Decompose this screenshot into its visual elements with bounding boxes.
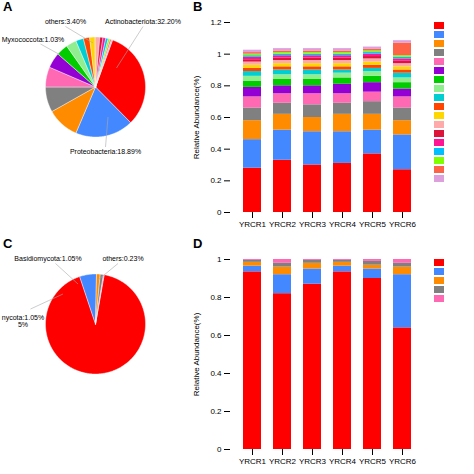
svg-text:YRCR1: YRCR1 bbox=[239, 457, 267, 466]
svg-text:YRCR5: YRCR5 bbox=[359, 220, 387, 229]
svg-text:Relative Abundance(%): Relative Abundance(%) bbox=[192, 312, 201, 396]
html-text:D: D bbox=[193, 236, 203, 251]
html-text:A: A bbox=[3, 0, 13, 14]
svg-text:others:3.40%: others:3.40% bbox=[45, 18, 86, 25]
svg-text:Relative Abundance(%): Relative Abundance(%) bbox=[192, 75, 201, 159]
svg-text:YRCR6: YRCR6 bbox=[389, 220, 417, 229]
html-text:B: B bbox=[193, 0, 203, 14]
svg-text:0.6: 0.6 bbox=[210, 331, 222, 340]
svg-text:Myxococcota:1.03%: Myxococcota:1.03% bbox=[2, 36, 65, 44]
svg-text:YRCR4: YRCR4 bbox=[329, 220, 357, 229]
svg-text:0: 0 bbox=[217, 208, 222, 217]
svg-text:YRCR2: YRCR2 bbox=[269, 457, 297, 466]
svg-text:0.4: 0.4 bbox=[210, 145, 222, 154]
svg-text:YRCR5: YRCR5 bbox=[359, 457, 387, 466]
svg-text:Basidiomycota:1.05%: Basidiomycota:1.05% bbox=[14, 255, 81, 263]
svg-text:0.8: 0.8 bbox=[210, 81, 222, 90]
svg-text:1: 1 bbox=[217, 50, 222, 59]
svg-text:0.6: 0.6 bbox=[210, 113, 222, 122]
svg-text:YRCR6: YRCR6 bbox=[389, 457, 417, 466]
svg-text:0.8: 0.8 bbox=[210, 293, 222, 302]
svg-text:YRCR1: YRCR1 bbox=[239, 220, 267, 229]
svg-text:0: 0 bbox=[217, 445, 222, 454]
svg-text:YRCR2: YRCR2 bbox=[269, 220, 297, 229]
svg-text:YRCR4: YRCR4 bbox=[329, 457, 357, 466]
svg-text:1.2: 1.2 bbox=[210, 18, 222, 27]
svg-text:1: 1 bbox=[217, 255, 222, 264]
html-text:C: C bbox=[3, 236, 13, 251]
svg-text:YRCR3: YRCR3 bbox=[299, 220, 327, 229]
svg-text:Proteobacteria:18.89%: Proteobacteria:18.89% bbox=[70, 148, 141, 155]
svg-text:0.4: 0.4 bbox=[210, 369, 222, 378]
svg-text:others:0.23%: others:0.23% bbox=[102, 255, 143, 262]
svg-text:nycota:1.05%5%: nycota:1.05%5% bbox=[2, 314, 44, 328]
svg-text:YRCR3: YRCR3 bbox=[299, 457, 327, 466]
svg-text:0.2: 0.2 bbox=[210, 176, 222, 185]
svg-text:Actinobacteriota:32.20%: Actinobacteriota:32.20% bbox=[105, 18, 181, 25]
svg-text:0.2: 0.2 bbox=[210, 407, 222, 416]
